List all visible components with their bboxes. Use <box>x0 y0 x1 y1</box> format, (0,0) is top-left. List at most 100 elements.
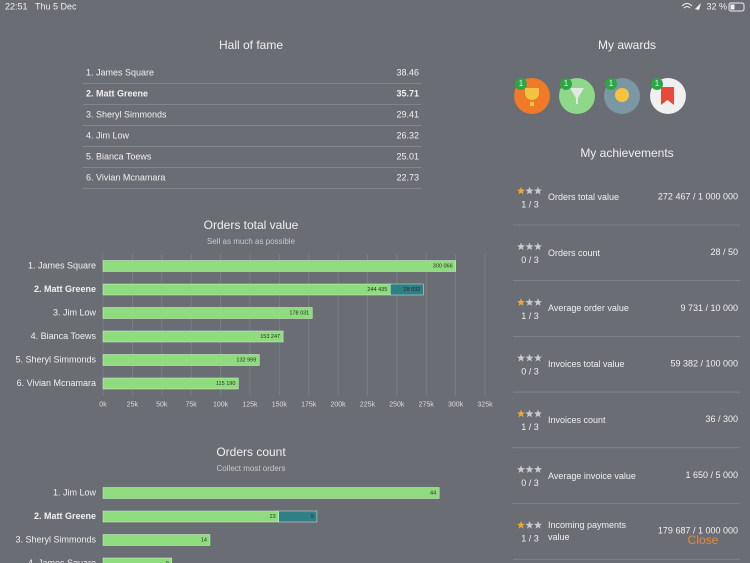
wifi-icon <box>681 3 693 9</box>
star-empty <box>534 353 542 362</box>
hall-name: 6. Vivian Mcnamara <box>86 172 165 182</box>
hall-name: 4. Jim Low <box>86 130 130 140</box>
category-label: 5. Sheryl Simmonds <box>15 354 96 364</box>
category-label: 3. Sheryl Simmonds <box>15 534 96 544</box>
status-date: Thu 5 Dec <box>35 1 77 11</box>
x-tick-label: 175k <box>301 401 317 408</box>
battery-level <box>730 4 735 10</box>
x-tick-label: 225k <box>360 401 376 408</box>
x-tick-label: 0k <box>99 401 107 408</box>
location-icon <box>695 3 701 10</box>
bar <box>102 534 211 546</box>
bar <box>102 283 391 296</box>
value-label: 115 190 <box>216 381 235 387</box>
category-label: 4. Bianca Toews <box>31 331 97 341</box>
close-button[interactable]: Close <box>688 533 719 547</box>
star-empty <box>525 242 534 251</box>
bar <box>390 283 424 296</box>
achievement-name-box: Invoices count <box>548 415 606 425</box>
rating: 0 / 3 <box>521 255 539 265</box>
achievement-name-box: Incoming payments value <box>548 520 627 543</box>
x-tick-label: 300k <box>448 401 464 408</box>
hall-name: 2. Matt Greene <box>86 88 148 98</box>
badge <box>560 78 572 90</box>
x-tick-label: 50k <box>156 401 168 408</box>
rating: 1 / 3 <box>521 534 539 544</box>
status-time: 22:51 <box>5 1 28 11</box>
star-filled <box>517 409 525 418</box>
x-tick-label: 150k <box>272 401 288 408</box>
achievement-name-box: Invoices total value <box>548 359 625 370</box>
star-empty <box>517 465 525 473</box>
star-empty <box>517 353 525 362</box>
chart-subtitle: Collect most orders <box>217 464 286 473</box>
chart-subtitle: Sell as much as possible <box>207 237 296 246</box>
hall-score: 38.46 <box>396 67 419 77</box>
rating: 1 / 3 <box>521 199 539 209</box>
x-tick-label: 325k <box>477 401 493 408</box>
star-filled <box>517 298 525 306</box>
hall-score: 26.32 <box>396 130 419 140</box>
value-label: 153 247 <box>260 334 280 340</box>
star-empty <box>525 298 534 306</box>
badge-count: 1 <box>564 79 569 88</box>
badge-count: 1 <box>655 79 660 88</box>
star-empty <box>534 186 542 195</box>
trophy <box>525 88 539 106</box>
achievement-name-box: Orders count <box>548 248 600 258</box>
hall-name: 3. Sheryl Simmonds <box>86 109 167 119</box>
x-tick-label: 250k <box>389 401 405 408</box>
status-battery: 32 % <box>706 1 727 11</box>
category-label: 1. Jim Low <box>53 487 97 497</box>
category-label: 1. James Square <box>28 260 96 270</box>
category-label: 4. James Square <box>28 558 96 563</box>
star-empty <box>525 521 534 529</box>
value-label: 300 066 <box>433 263 453 269</box>
star-empty <box>525 186 534 195</box>
hall-name: 5. Bianca Toews <box>86 151 152 161</box>
badge <box>651 78 663 90</box>
ribbon <box>661 87 674 105</box>
badge-count: 1 <box>609 79 614 88</box>
badge <box>515 78 527 90</box>
bar <box>278 510 318 523</box>
rating: 1 / 3 <box>521 311 539 321</box>
star-empty <box>525 465 534 473</box>
value-label: 132 999 <box>236 357 256 363</box>
star-filled <box>517 521 525 529</box>
rating: 0 / 3 <box>521 478 539 488</box>
chart-title: Orders total value <box>204 218 299 232</box>
category-label: 6. Vivian Mcnamara <box>17 378 96 388</box>
hall-name: 1. James Square <box>86 67 154 77</box>
x-tick-label: 100k <box>213 401 229 408</box>
value-label: 5 <box>311 514 314 520</box>
star-empty <box>534 409 542 418</box>
category-label: 2. Matt Greene <box>34 284 96 294</box>
hall-score: 22.73 <box>396 172 419 182</box>
achievement-progress: 9 731 / 10 000 <box>680 303 738 313</box>
achievement-name: Invoices total value <box>548 359 625 370</box>
achievement-name: Average invoice value <box>548 470 636 481</box>
bar <box>102 330 284 343</box>
badge-count: 1 <box>519 79 524 88</box>
hall-score: 35.71 <box>396 88 419 98</box>
value-label: 244 435 <box>367 287 387 293</box>
star-empty <box>534 242 542 251</box>
star-empty <box>534 298 542 306</box>
achievement-name: Incoming payments value <box>548 520 627 543</box>
rating: 1 / 3 <box>521 422 539 432</box>
bar <box>102 377 239 390</box>
achievement-progress: 272 467 / 1 000 000 <box>658 191 738 201</box>
bar <box>102 510 279 523</box>
achievement-name: Orders total value <box>548 192 620 202</box>
achievement-name-box: Average order value <box>548 303 629 313</box>
star-empty <box>534 465 542 473</box>
x-tick-label: 25k <box>127 401 139 408</box>
x-tick-label: 75k <box>186 401 198 408</box>
star-empty <box>525 409 534 418</box>
star-empty <box>525 353 534 362</box>
badge <box>605 78 617 90</box>
awards-title: My awards <box>598 38 656 52</box>
